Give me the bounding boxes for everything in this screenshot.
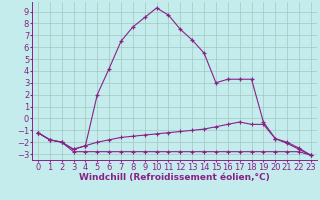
X-axis label: Windchill (Refroidissement éolien,°C): Windchill (Refroidissement éolien,°C) (79, 173, 270, 182)
